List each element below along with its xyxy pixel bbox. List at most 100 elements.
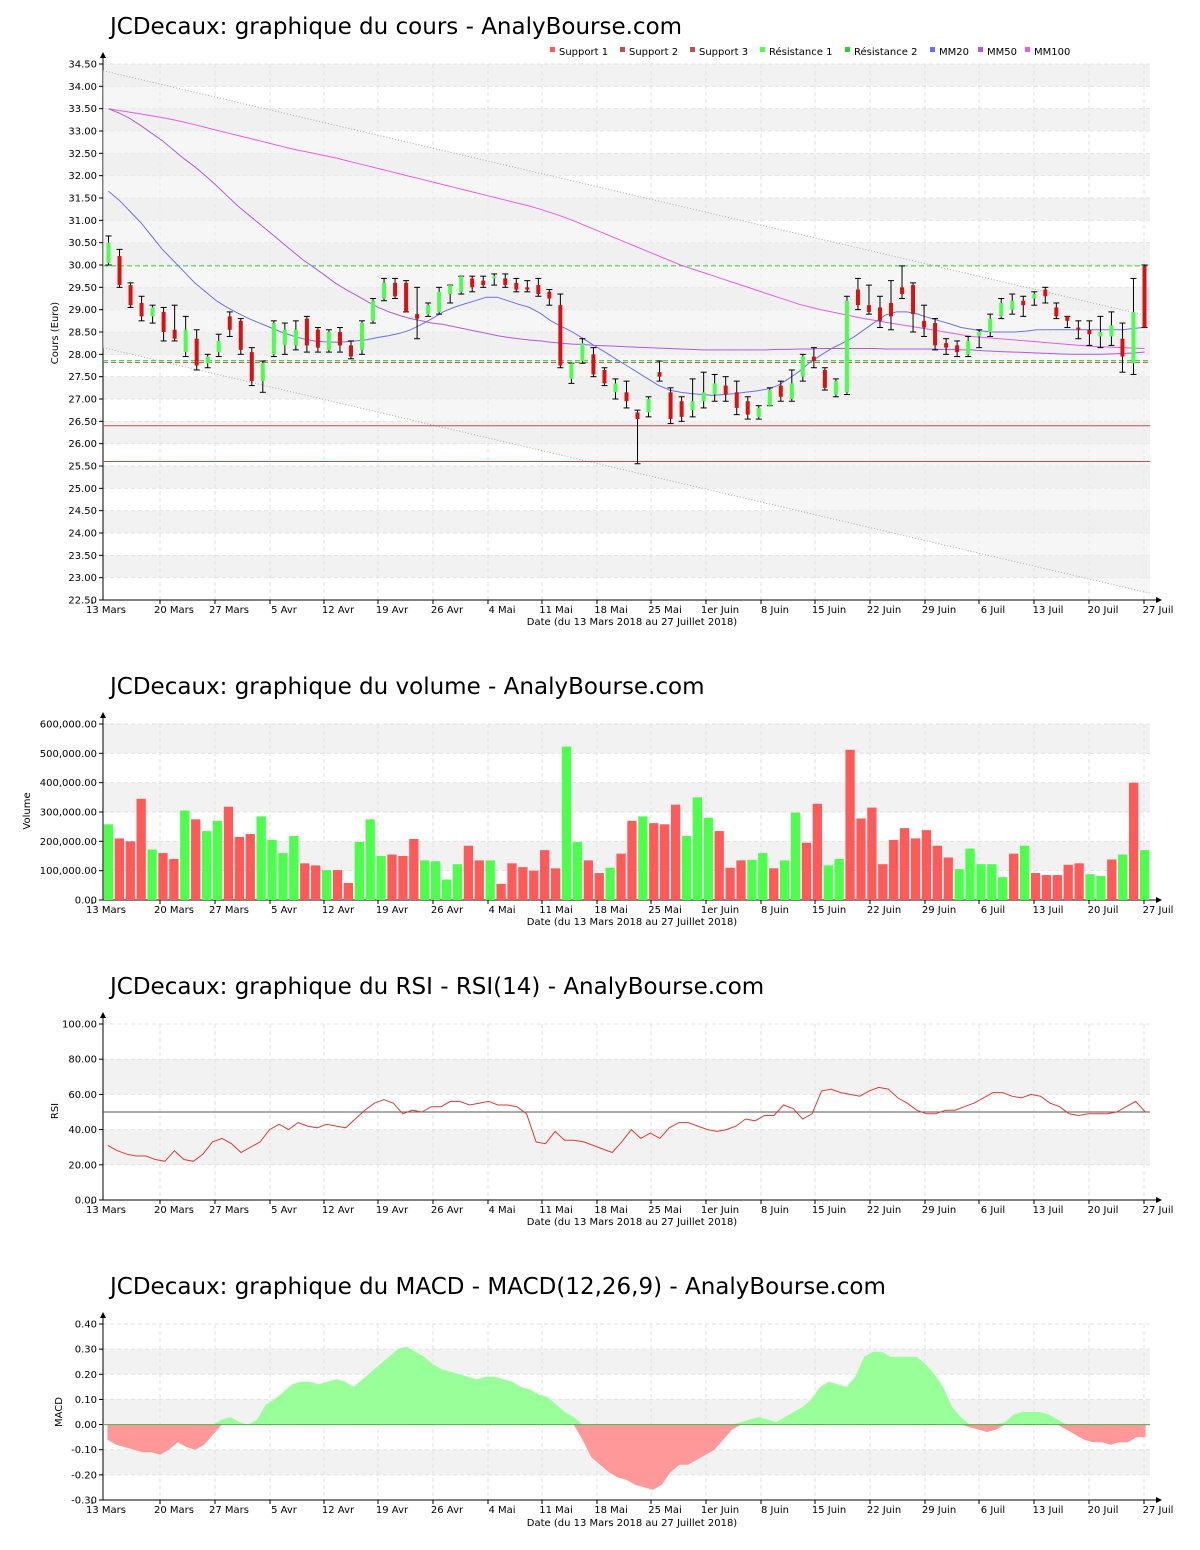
rsi-xtick-label: 12 Avr xyxy=(322,1205,355,1216)
candle-body xyxy=(227,316,232,330)
volume-bar xyxy=(932,845,942,900)
candle xyxy=(1042,286,1049,304)
candle-body xyxy=(304,318,309,346)
candle xyxy=(645,396,652,418)
rsi-xtick-label: 5 Avr xyxy=(271,1205,298,1216)
price-ytick-label: 34.50 xyxy=(68,60,97,71)
candle xyxy=(138,295,145,322)
candle xyxy=(513,277,520,293)
volume-bar xyxy=(834,858,844,900)
rsi-y-axis-label: RSI xyxy=(50,1103,61,1119)
volume-bar xyxy=(714,831,724,900)
volume-bar xyxy=(201,831,212,900)
candle-body xyxy=(106,242,111,263)
price-ytick-label: 22.50 xyxy=(68,596,97,607)
candle-body xyxy=(359,323,364,350)
candle-body xyxy=(877,307,882,321)
volume-ytick-label: 200,000.00 xyxy=(40,837,97,848)
rsi-xtick-label: 18 Mai xyxy=(594,1205,627,1216)
candle xyxy=(546,289,553,306)
candle xyxy=(865,284,872,315)
candle-body xyxy=(481,280,486,286)
candle-body xyxy=(999,302,1004,317)
volume-y-axis-label: Volume xyxy=(22,792,33,829)
volume-xtick-label: 13 Mars xyxy=(86,905,126,916)
candle-body xyxy=(1109,325,1114,337)
legend-swatch xyxy=(760,47,765,52)
price-xtick-label: 5 Avr xyxy=(271,605,298,616)
volume-bar xyxy=(1030,873,1041,900)
candle-body xyxy=(569,363,574,379)
candle-body xyxy=(172,329,177,339)
rsi-band xyxy=(103,1129,1150,1165)
volume-bar xyxy=(747,859,757,900)
candle xyxy=(899,265,906,299)
macd-ytick-label: 0.40 xyxy=(75,1320,97,1331)
candle xyxy=(270,320,277,358)
rsi-ytick-label: 20.00 xyxy=(68,1160,97,1171)
candle xyxy=(524,280,531,293)
price-ytick-label: 33.00 xyxy=(68,127,97,138)
candle-body xyxy=(889,302,894,317)
price-ytick-label: 24.50 xyxy=(68,506,97,517)
candle-body xyxy=(690,401,695,411)
price-band xyxy=(103,555,1150,578)
rsi-xtick-label: 13 Mars xyxy=(86,1205,126,1216)
volume-xtick-label: 27 Mars xyxy=(209,905,249,916)
candle-body xyxy=(205,356,210,364)
candle-body xyxy=(1054,307,1059,317)
candle xyxy=(579,338,586,364)
candle xyxy=(612,378,619,400)
candle xyxy=(766,387,773,407)
candle-body xyxy=(602,369,607,384)
candle-body xyxy=(547,291,552,299)
volume-xtick-label: 26 Avr xyxy=(431,905,464,916)
legend-label: MM20 xyxy=(939,47,969,58)
volume-bar xyxy=(1085,874,1095,900)
candle xyxy=(403,280,410,313)
volume-bar xyxy=(540,850,550,900)
candle-body xyxy=(404,282,409,312)
legend-label: Support 3 xyxy=(699,47,748,58)
candle xyxy=(568,362,575,384)
volume-xtick-label: 11 Mai xyxy=(539,905,572,916)
candle-body xyxy=(668,392,673,420)
volume-bar xyxy=(692,797,703,900)
candle-body xyxy=(503,278,508,286)
candle-body xyxy=(646,399,651,413)
trend-lower-line xyxy=(102,347,1151,594)
volume-bar xyxy=(245,834,255,900)
candle xyxy=(799,353,806,382)
volume-bar xyxy=(660,824,670,900)
rsi-xtick-label: 22 Juin xyxy=(867,1205,901,1216)
volume-x-arrow xyxy=(1156,897,1162,903)
candle-body xyxy=(580,343,585,362)
candle-body xyxy=(800,356,805,377)
volume-bar xyxy=(191,819,201,900)
price-xtick-label: 20 Juil xyxy=(1088,605,1119,616)
candle-body xyxy=(756,407,761,417)
price-ytick-label: 32.00 xyxy=(68,171,97,182)
candle xyxy=(656,360,663,382)
volume-bar xyxy=(649,823,659,900)
rsi-x-arrow xyxy=(1156,1197,1162,1203)
volume-xtick-label: 25 Mai xyxy=(648,905,681,916)
rsi-ytick-label: 0.00 xyxy=(75,1196,97,1207)
candle xyxy=(204,353,211,369)
volume-bar xyxy=(1063,864,1073,900)
price-xtick-label: 18 Mai xyxy=(594,605,627,616)
candle-body xyxy=(1098,332,1103,337)
volume-bar xyxy=(311,865,321,900)
volume-bar xyxy=(583,860,593,900)
mm100-line xyxy=(108,108,1145,349)
candle-body xyxy=(371,300,376,321)
macd-xtick-label: 26 Avr xyxy=(431,1505,464,1516)
candle xyxy=(557,293,564,369)
candle-body xyxy=(1076,327,1081,330)
candle xyxy=(1075,320,1082,340)
volume-bar xyxy=(518,867,528,900)
candle-body xyxy=(249,352,254,382)
volume-bar xyxy=(332,870,343,900)
volume-bar xyxy=(1019,845,1030,900)
rsi-xtick-label: 20 Juil xyxy=(1088,1205,1119,1216)
